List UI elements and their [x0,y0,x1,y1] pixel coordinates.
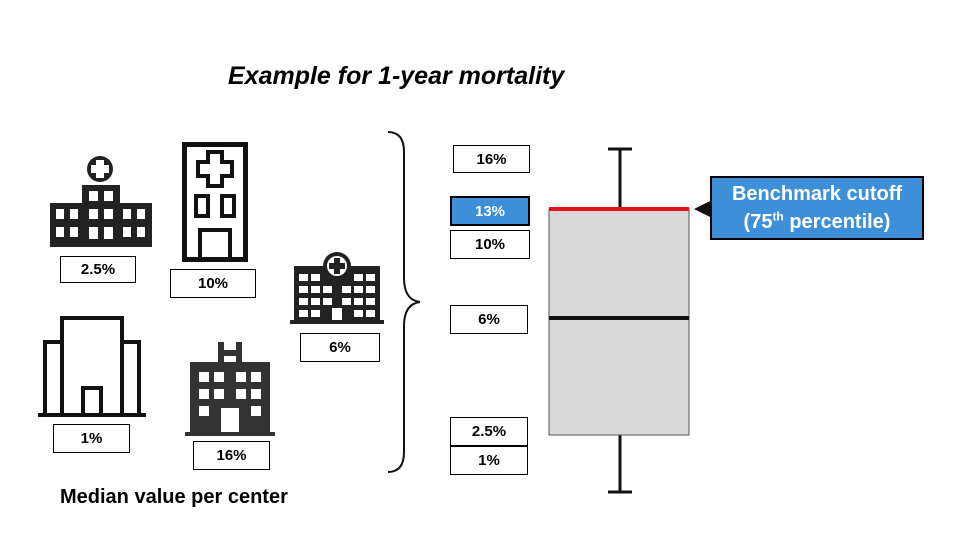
tall-hospital-icon [182,142,248,262]
slide-title: Example for 1-year mortality [228,62,565,90]
sorted-value-box-highlighted: 13% [450,196,530,226]
sorted-value-box: 16% [453,145,530,173]
center-value-box: 1% [53,424,130,453]
callout-line2-sup: th [772,209,784,224]
hospital-cross-building-icon [50,156,152,247]
sorted-value-box: 1% [450,446,528,475]
callout-line2-pre: (75 [743,211,773,233]
outline-building-icon [38,316,146,417]
hospital-block-icon [290,252,384,324]
sorted-value-box: 6% [450,305,528,334]
hospital-h-building-icon [185,342,275,436]
iqr-box [548,208,690,436]
sorted-value-box: 2.5% [450,417,528,446]
sorted-value-box: 10% [450,230,530,259]
callout-arrow-icon [694,201,710,217]
center-value-box: 16% [193,441,270,470]
benchmark-callout: Benchmark cutoff (75th percentile) [710,176,924,240]
center-value-box: 6% [300,333,380,362]
curly-brace-icon [387,131,421,473]
callout-line1: Benchmark cutoff [731,183,903,205]
caption: Median value per center [60,486,288,508]
callout-line2-post: percentile) [783,211,891,233]
center-value-box: 10% [170,269,256,298]
center-value-box: 2.5% [60,256,136,283]
callout-line2: (75th percentile) [712,208,922,236]
